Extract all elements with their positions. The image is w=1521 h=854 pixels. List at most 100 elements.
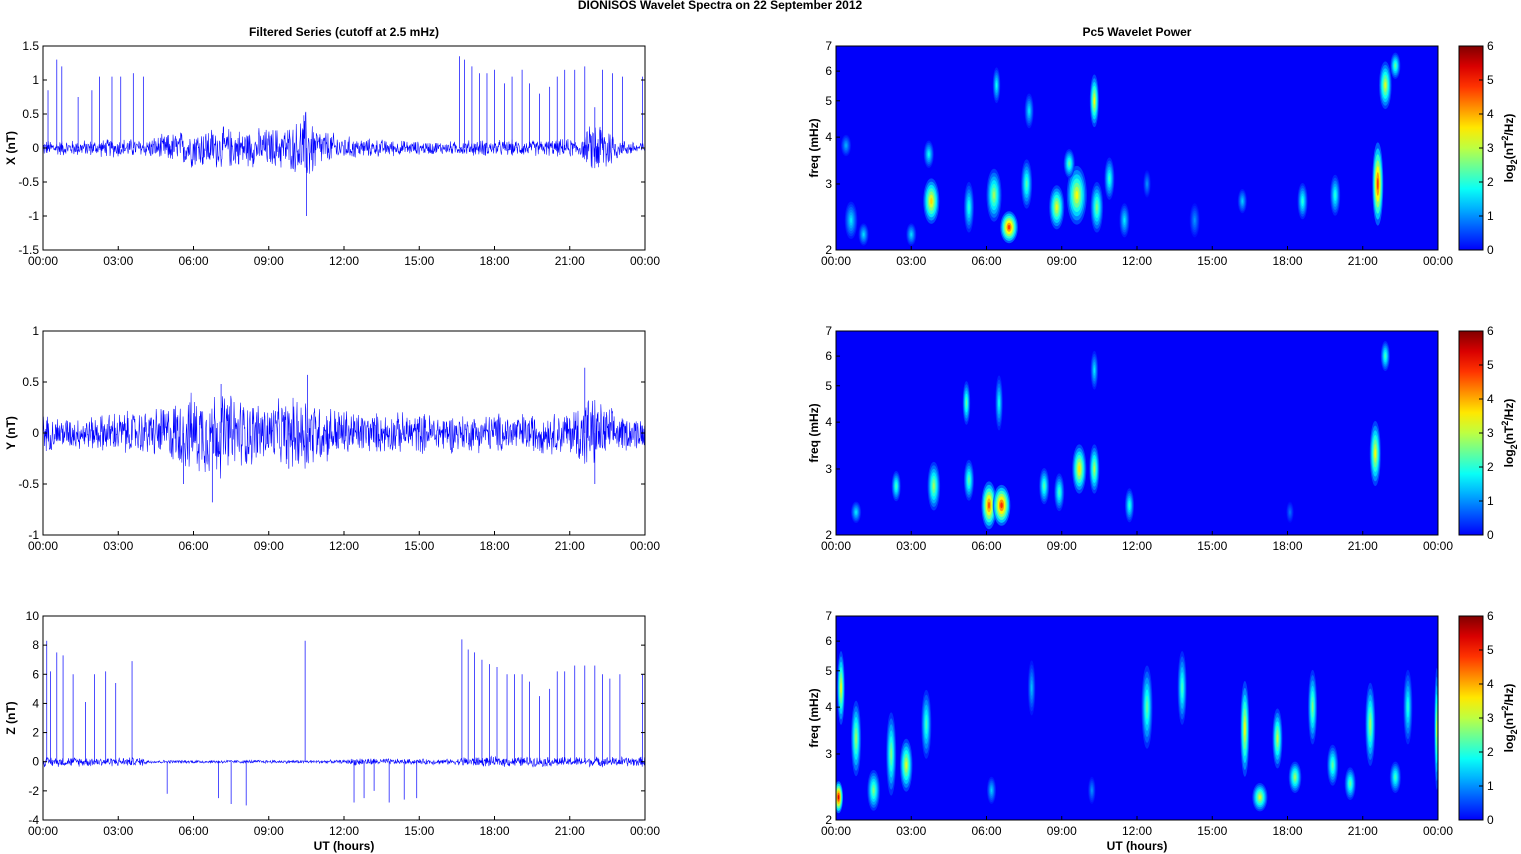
y-power-power-blob xyxy=(1000,502,1003,509)
y-power-ytick-label: 5 xyxy=(825,379,832,393)
y-series-ytick-label: -0.5 xyxy=(18,477,39,491)
y-power-power-blob xyxy=(895,483,897,489)
x-power-colorbar-tick-label: 4 xyxy=(1487,107,1494,121)
x-power-colorbar-tick-label: 0 xyxy=(1487,243,1494,257)
z-power-ytick-label: 2 xyxy=(825,813,832,827)
y-power-colorbar-tick-label: 2 xyxy=(1487,460,1494,474)
y-power-xtick-label: 12:00 xyxy=(1122,539,1152,553)
y-power-colorbar-tick-label: 6 xyxy=(1487,324,1494,338)
x-series-ytick-label: 1 xyxy=(32,73,39,87)
z-power-colorbar-label: log2(nT2/Hz) xyxy=(1500,684,1519,753)
y-power-xtick-label: 21:00 xyxy=(1348,539,1378,553)
x-power-ytick-label: 2 xyxy=(825,243,832,257)
y-power-ytick-label: 2 xyxy=(825,528,832,542)
z-power-power-blob xyxy=(1146,701,1148,714)
x-series-xtick-label: 12:00 xyxy=(329,254,359,268)
y-power-colorbar-tick-label: 3 xyxy=(1487,426,1494,440)
z-series-xtick-label: 00:00 xyxy=(28,824,58,838)
y-power-power-blob xyxy=(965,399,968,407)
z-power-power-blob xyxy=(1369,718,1371,731)
x-power-xtick-label: 06:00 xyxy=(971,254,1001,268)
z-power-power-blob xyxy=(1294,775,1296,780)
y-power-colorbar-tick-label: 5 xyxy=(1487,358,1494,372)
y-series-trace xyxy=(42,392,646,479)
z-power-power-blob xyxy=(1349,781,1351,786)
y-power-colorbar-tick-label: 4 xyxy=(1487,392,1494,406)
x-power-power-blob xyxy=(1334,192,1336,199)
y-power-ytick-label: 4 xyxy=(825,415,832,429)
z-series-ytick-label: 8 xyxy=(32,638,39,652)
z-series-xtick-label: 03:00 xyxy=(103,824,133,838)
x-power-heatmap xyxy=(836,46,1438,250)
z-power-power-blob xyxy=(837,794,840,800)
x-power-power-blob xyxy=(1241,199,1243,203)
y-power-power-blob xyxy=(1128,502,1131,508)
y-series-ylabel: Y (nT) xyxy=(4,416,18,450)
x-series-ytick-label: -1 xyxy=(28,209,39,223)
x-power-colorbar-tick-label: 2 xyxy=(1487,175,1494,189)
x-power-power-blob xyxy=(1146,182,1148,186)
y-series-xtick-label: 15:00 xyxy=(404,539,434,553)
y-series-xtick-label: 06:00 xyxy=(178,539,208,553)
x-power-xtick-label: 03:00 xyxy=(896,254,926,268)
x-power-power-blob xyxy=(910,232,912,237)
x-power-power-blob xyxy=(1007,224,1011,230)
y-power-power-blob xyxy=(1289,510,1291,514)
z-power-background xyxy=(836,616,1438,820)
x-series-xtick-label: 21:00 xyxy=(555,254,585,268)
x-power-power-blob xyxy=(1025,180,1028,188)
z-power-power-blob xyxy=(1244,722,1246,736)
z-power-xtick-label: 12:00 xyxy=(1122,824,1152,838)
y-power-heatmap xyxy=(836,331,1438,535)
y-power-xtick-label: 18:00 xyxy=(1272,539,1302,553)
x-power-colorbar-label: log2(nT2/Hz) xyxy=(1500,114,1519,183)
z-series-plot-area xyxy=(43,616,645,820)
y-power-background xyxy=(836,331,1438,535)
z-power-power-blob xyxy=(1407,701,1409,713)
y-power-colorbar-tick-label: 1 xyxy=(1487,494,1494,508)
y-series-ytick-label: -1 xyxy=(28,528,39,542)
y-power-panel: 2 3 4 5 6 7 00:00 03:00 06:00 09:00 12:00 15:00 18:0… xyxy=(807,324,1519,553)
z-series-ylabel: Z (nT) xyxy=(4,701,18,734)
x-power-colorbar-tick-label: 5 xyxy=(1487,73,1494,87)
y-power-power-blob xyxy=(1058,489,1060,495)
y-series-xtick-label: 12:00 xyxy=(329,539,359,553)
x-series-xtick-label: 09:00 xyxy=(254,254,284,268)
x-power-power-blob xyxy=(1193,217,1196,223)
z-power-ytick-label: 5 xyxy=(825,664,832,678)
y-power-power-blob xyxy=(1043,483,1045,489)
y-series-xtick-label: 09:00 xyxy=(254,539,284,553)
x-power-ylabel: freq (mHz) xyxy=(807,118,821,177)
x-series-ytick-label: 0 xyxy=(32,141,39,155)
x-power-power-blob xyxy=(862,232,865,237)
z-series-trace xyxy=(42,755,646,768)
z-power-colorbar-tick-label: 0 xyxy=(1487,813,1494,827)
x-power-colorbar-tick-label: 6 xyxy=(1487,39,1494,53)
y-power-power-blob xyxy=(1093,367,1095,374)
z-power-colorbar-tick-label: 3 xyxy=(1487,711,1494,725)
y-power-xtick-label: 00:00 xyxy=(1423,539,1453,553)
y-power-xtick-label: 03:00 xyxy=(896,539,926,553)
x-power-power-blob xyxy=(995,82,998,88)
y-series-xtick-label: 03:00 xyxy=(103,539,133,553)
y-series-xtick-label: 21:00 xyxy=(555,539,585,553)
x-series-xtick-label: 15:00 xyxy=(404,254,434,268)
x-series-ylabel: X (nT) xyxy=(4,131,18,165)
x-power-ytick-label: 6 xyxy=(825,64,832,78)
y-power-colorbar-tick-label: 0 xyxy=(1487,528,1494,542)
z-power-power-blob xyxy=(905,761,908,769)
y-power-xtick-label: 06:00 xyxy=(971,539,1001,553)
x-power-power-blob xyxy=(1123,217,1126,223)
x-power-xtick-label: 12:00 xyxy=(1122,254,1152,268)
y-power-power-blob xyxy=(1093,465,1096,473)
z-power-power-blob xyxy=(1311,701,1314,713)
z-power-panel: 2 3 4 5 6 7 00:00 03:00 06:00 09:00 12:00 15:00 18:0… xyxy=(807,609,1519,853)
y-power-colorbar-label: log2(nT2/Hz) xyxy=(1500,399,1519,468)
y-series-xtick-label: 00:00 xyxy=(630,539,660,553)
x-power-xtick-label: 21:00 xyxy=(1348,254,1378,268)
x-series-ytick-label: -0.5 xyxy=(18,175,39,189)
z-series-ytick-label: 4 xyxy=(32,696,39,710)
y-power-ytick-label: 7 xyxy=(825,324,832,338)
x-power-xtick-label: 18:00 xyxy=(1272,254,1302,268)
z-power-power-blob xyxy=(925,719,928,730)
